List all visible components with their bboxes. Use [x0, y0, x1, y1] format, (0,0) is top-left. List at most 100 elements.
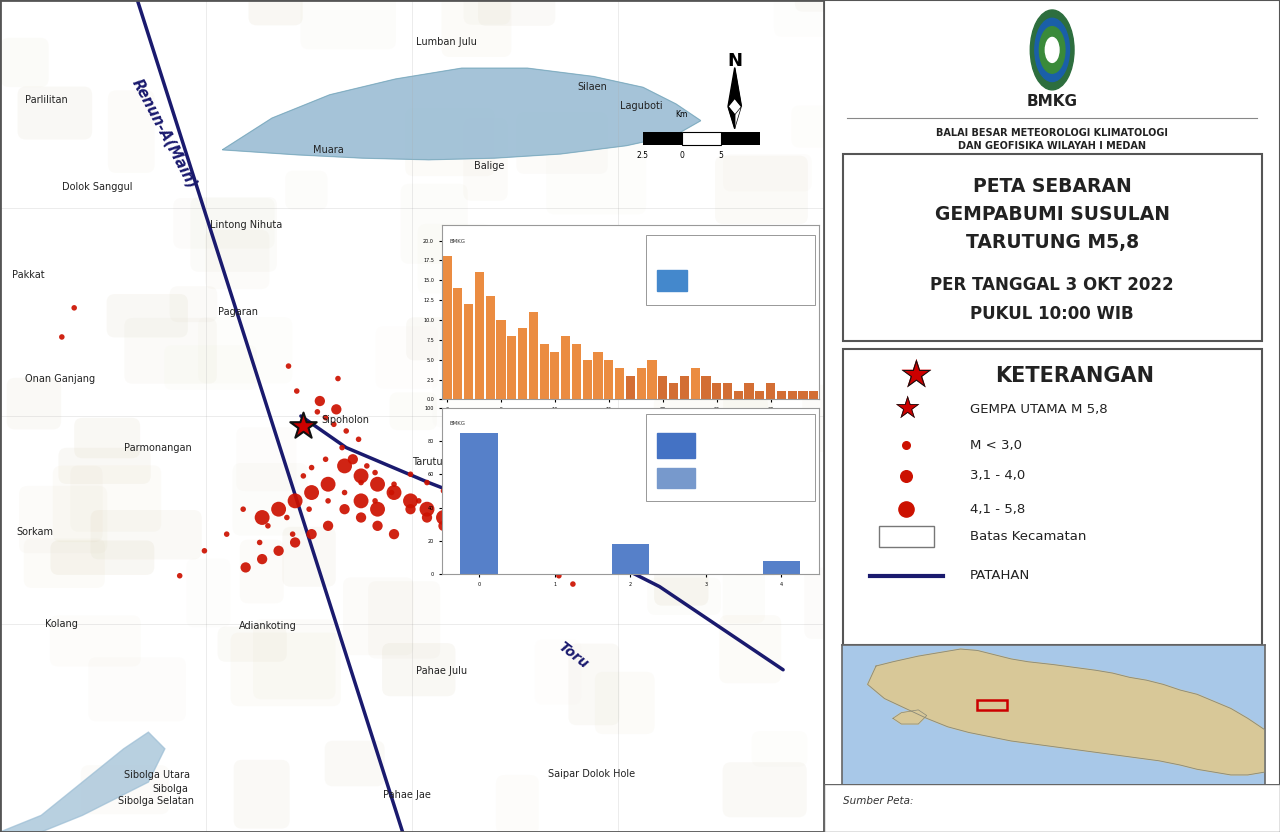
Point: [315, 453, 335, 466]
FancyBboxPatch shape: [495, 775, 539, 832]
Polygon shape: [893, 710, 927, 724]
FancyBboxPatch shape: [449, 362, 508, 399]
FancyBboxPatch shape: [389, 392, 436, 430]
Point: [269, 503, 289, 516]
FancyBboxPatch shape: [406, 108, 494, 176]
Bar: [842, 349, 1262, 645]
Bar: [745, 384, 754, 399]
Point: [483, 552, 503, 566]
Bar: [561, 336, 571, 399]
Text: ☆: ☆: [892, 395, 920, 423]
Point: [301, 486, 321, 499]
FancyBboxPatch shape: [81, 765, 169, 815]
Point: [351, 494, 371, 508]
Point: [483, 544, 503, 557]
Bar: [755, 391, 764, 399]
Bar: [604, 359, 613, 399]
FancyBboxPatch shape: [369, 582, 440, 659]
Bar: [799, 391, 808, 399]
Bar: [765, 384, 776, 399]
Bar: [443, 256, 452, 399]
Text: Parlilitan: Parlilitan: [24, 95, 68, 105]
Bar: [723, 384, 732, 399]
Text: ☆: ☆: [899, 357, 933, 395]
Text: PATAHAN: PATAHAN: [970, 569, 1030, 582]
Point: [301, 527, 321, 541]
Bar: [463, 304, 474, 399]
Point: [334, 486, 355, 499]
Point: [384, 527, 404, 541]
Point: [516, 544, 536, 557]
Point: [236, 561, 256, 574]
Text: Lintong Nihuta: Lintong Nihuta: [210, 220, 283, 230]
Bar: [594, 352, 603, 399]
Text: PER TANGGAL 3 OKT 2022: PER TANGGAL 3 OKT 2022: [931, 275, 1174, 294]
Text: BMKG: BMKG: [449, 239, 465, 244]
Point: [169, 569, 189, 582]
Point: [250, 536, 270, 549]
Point: [433, 519, 453, 532]
FancyBboxPatch shape: [1, 37, 49, 87]
Text: 5: 5: [718, 151, 723, 160]
FancyBboxPatch shape: [18, 87, 92, 140]
Text: 2.5: 2.5: [636, 151, 649, 160]
Text: Toru: Toru: [556, 640, 590, 671]
FancyBboxPatch shape: [803, 384, 908, 452]
Bar: [461, 433, 498, 574]
Bar: [680, 375, 689, 399]
Text: TARUTUNG M5,8: TARUTUNG M5,8: [965, 234, 1139, 252]
Text: 3,1 - 4,0: 3,1 - 4,0: [970, 469, 1025, 483]
Point: [301, 461, 321, 474]
FancyBboxPatch shape: [106, 294, 188, 338]
Text: Sibolga Selatan: Sibolga Selatan: [118, 796, 193, 806]
Text: Balige: Balige: [474, 161, 504, 171]
Bar: [978, 700, 1007, 710]
FancyBboxPatch shape: [463, 118, 508, 201]
Bar: [787, 391, 797, 399]
Text: Muara: Muara: [314, 145, 344, 155]
Bar: [669, 384, 678, 399]
Text: M < 3,0: M < 3,0: [970, 438, 1023, 452]
FancyBboxPatch shape: [325, 740, 385, 786]
FancyBboxPatch shape: [680, 538, 736, 573]
Point: [310, 394, 330, 408]
Point: [401, 494, 421, 508]
Point: [449, 527, 470, 541]
Bar: [475, 272, 484, 399]
Point: [285, 536, 306, 549]
Point: [365, 466, 385, 479]
Text: N: N: [727, 52, 742, 70]
Point: [351, 469, 371, 483]
FancyBboxPatch shape: [751, 731, 808, 767]
Text: 0: 0: [680, 151, 684, 160]
Point: [315, 411, 335, 424]
Point: [334, 503, 355, 516]
Point: [335, 424, 356, 438]
Text: Sorkam: Sorkam: [17, 527, 54, 537]
Point: [348, 433, 369, 446]
Bar: [733, 391, 742, 399]
Point: [343, 453, 364, 466]
Point: [449, 494, 470, 508]
Text: Sipoholon: Sipoholon: [321, 415, 370, 425]
Bar: [648, 359, 657, 399]
Bar: [879, 526, 933, 547]
Text: Pakkat: Pakkat: [13, 270, 45, 280]
FancyBboxPatch shape: [723, 762, 806, 817]
Point: [433, 484, 453, 498]
Point: [367, 519, 388, 532]
Point: [326, 403, 347, 416]
Point: [408, 494, 429, 508]
Text: Pagaran: Pagaran: [219, 307, 259, 317]
Point: [287, 384, 307, 398]
FancyBboxPatch shape: [108, 91, 155, 173]
Text: KETERANGAN: KETERANGAN: [996, 366, 1155, 386]
Point: [285, 494, 306, 508]
FancyBboxPatch shape: [719, 615, 781, 683]
Bar: [712, 384, 722, 399]
Text: ★: ★: [892, 395, 920, 423]
Point: [417, 511, 438, 524]
Text: DAN GEOFISIKA WILAYAH I MEDAN: DAN GEOFISIKA WILAYAH I MEDAN: [959, 141, 1146, 151]
Circle shape: [1039, 27, 1065, 73]
Polygon shape: [728, 106, 735, 129]
